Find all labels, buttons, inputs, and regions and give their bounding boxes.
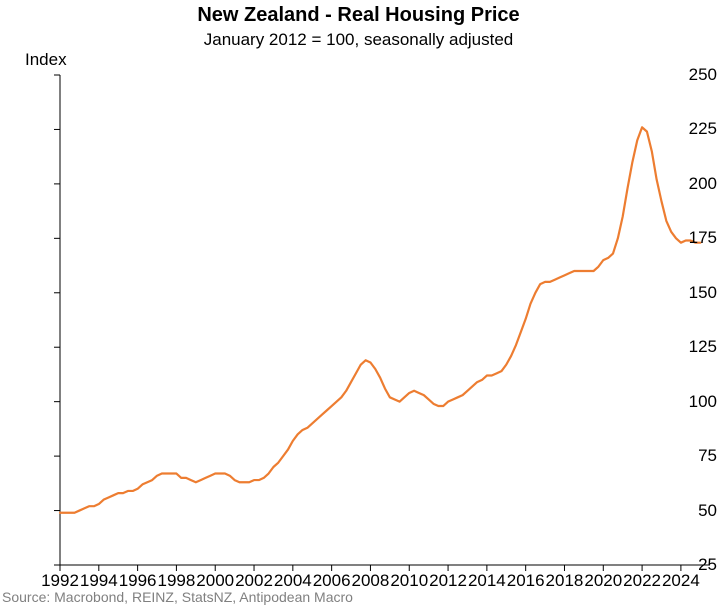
ytick-label: 150 (667, 283, 717, 303)
xtick-label: 2004 (274, 571, 312, 591)
yaxis-title: Index (25, 50, 67, 70)
ytick-label: 75 (667, 446, 717, 466)
chart-subtitle: January 2012 = 100, seasonally adjusted (0, 30, 717, 50)
xtick-label: 2020 (584, 571, 622, 591)
chart-container: New Zealand - Real Housing Price January… (0, 0, 717, 606)
plot-area (60, 75, 710, 565)
chart-title: New Zealand - Real Housing Price (0, 4, 717, 27)
ytick-label: 100 (667, 392, 717, 412)
xtick-label: 1998 (157, 571, 195, 591)
xtick-label: 2022 (623, 571, 661, 591)
xtick-label: 2014 (468, 571, 506, 591)
ytick-label: 225 (667, 119, 717, 139)
source-text: Source: Macrobond, REINZ, StatsNZ, Antip… (2, 589, 353, 605)
xtick-label: 1992 (41, 571, 79, 591)
ytick-label: 125 (667, 337, 717, 357)
ytick-label: 50 (667, 501, 717, 521)
xtick-label: 2018 (546, 571, 584, 591)
xtick-label: 2000 (196, 571, 234, 591)
xtick-label: 2016 (507, 571, 545, 591)
xtick-label: 2006 (313, 571, 351, 591)
xtick-label: 2008 (352, 571, 390, 591)
price-line (60, 127, 700, 512)
xtick-label: 1996 (119, 571, 157, 591)
xtick-label: 2010 (390, 571, 428, 591)
ytick-label: 175 (667, 228, 717, 248)
xtick-label: 2002 (235, 571, 273, 591)
ytick-label: 250 (667, 65, 717, 85)
xtick-label: 1994 (80, 571, 118, 591)
xtick-label: 2024 (662, 571, 700, 591)
chart-svg (60, 75, 710, 565)
xtick-label: 2012 (429, 571, 467, 591)
ytick-label: 200 (667, 174, 717, 194)
